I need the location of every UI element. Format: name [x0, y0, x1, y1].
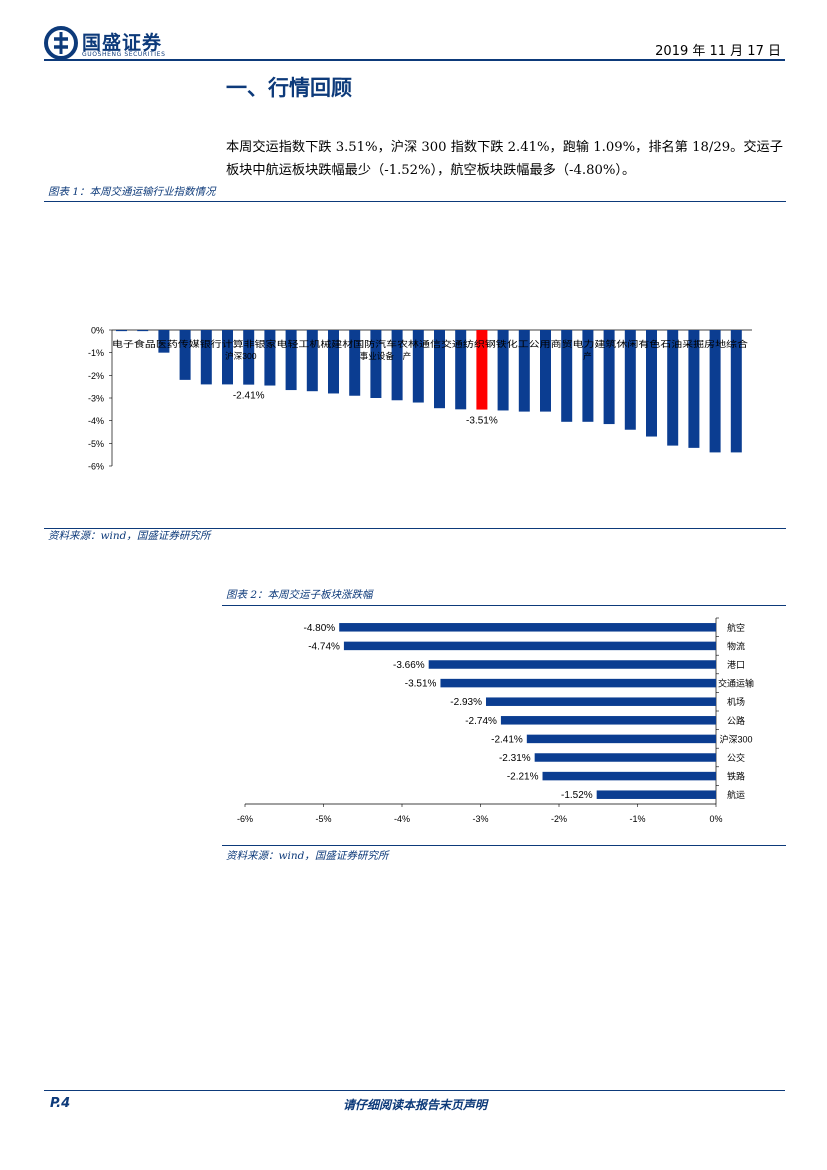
value-label: -2.74%	[465, 716, 497, 727]
bar-交通运输	[440, 678, 716, 688]
bar-有色金属	[646, 330, 657, 437]
section-title: 一、行情回顾	[226, 75, 352, 100]
value-label: -3.66%	[393, 660, 425, 671]
value-label: -2.31%	[499, 753, 531, 764]
bar-铁路	[542, 771, 716, 781]
figure2-title: 图表 2：本周交运子板块涨跌幅	[226, 589, 373, 601]
value-label: -4.74%	[308, 641, 340, 652]
bar-非银金融	[243, 330, 255, 385]
y-tick-label: -6%	[88, 462, 104, 472]
value-label: -2.41%	[491, 734, 523, 745]
x-tick-label: -6%	[237, 814, 253, 824]
bar-石油石化	[667, 330, 679, 446]
figure2-chart: -4.80% -4.74% -3.66% -3.51% -2.93% -2.74% -2.4…	[237, 617, 754, 824]
y-tick-label: -4%	[88, 416, 104, 426]
bar-沪深300	[526, 734, 716, 744]
value-label: -2.93%	[450, 697, 482, 708]
bar-休闲服务	[624, 330, 636, 430]
annotation-label: -2.41%	[233, 391, 265, 402]
x-tick-label: -2%	[551, 814, 567, 824]
figure1-top-rule	[44, 201, 786, 202]
category-label: 沪深300	[719, 733, 752, 744]
bar-公用事业	[540, 330, 551, 412]
x-tick-label: -3%	[472, 814, 488, 824]
x-tick-label: 0%	[709, 814, 722, 824]
bar-公路	[500, 716, 716, 725]
category-label: 航运	[727, 789, 745, 800]
bar-公交	[534, 753, 716, 762]
bar-港口	[428, 660, 716, 669]
footer-divider	[44, 1090, 785, 1091]
bar-农林牧渔	[412, 330, 424, 403]
bar-通信	[434, 330, 445, 409]
bar-银行	[200, 330, 212, 385]
bar-机场	[485, 697, 716, 706]
x-tick-label: -4%	[394, 814, 410, 824]
bar-航空	[339, 623, 716, 632]
bar-综合	[730, 330, 742, 453]
y-tick-label: -5%	[88, 439, 104, 449]
y-tick-label: -3%	[88, 394, 104, 404]
category-label: 航空	[727, 622, 745, 633]
summary-paragraph: 本周交运指数下跌 3.51%，沪深 300 指数下跌 2.41%，跑输 1.09…	[226, 140, 783, 178]
x-tick-label: -5%	[315, 814, 331, 824]
logo-icon	[44, 26, 78, 60]
report-date: 2019 年 11 月 17 日	[655, 44, 781, 59]
bar-物流	[343, 641, 716, 651]
figure1-bottom-rule	[44, 528, 786, 529]
bar-传媒	[179, 330, 191, 380]
bar-房地产	[709, 330, 721, 453]
category-label: 交通运输	[718, 678, 754, 689]
page-number: P.4	[50, 1096, 71, 1111]
bar-纺织服装	[476, 330, 488, 410]
bar-钢铁	[497, 330, 509, 411]
bar-家电	[285, 330, 297, 391]
company-logo: 国盛证券 GUOSHENG SECURITIES	[44, 26, 184, 62]
category-label: 公交	[727, 752, 745, 763]
bar-国防军工	[370, 330, 382, 398]
bar-建筑	[603, 330, 615, 425]
category-label: 港口	[727, 659, 745, 670]
y-tick-label: -2%	[88, 371, 104, 381]
bar-化工	[518, 330, 530, 412]
annotation-label: -3.51%	[466, 416, 498, 427]
value-label: -3.51%	[405, 679, 437, 690]
logo-subtitle: GUOSHENG SECURITIES	[82, 51, 166, 58]
bar-航运	[596, 790, 716, 799]
bar-采掘	[688, 330, 700, 448]
bar-建材	[349, 330, 361, 396]
value-label: -1.52%	[561, 790, 593, 801]
y-tick-label: 0%	[91, 326, 104, 336]
figure1-chart: 0% -1% -2% -3% -4% -5% -6% 电子食品医药传媒银行计算非银家电轻工机…	[88, 326, 752, 472]
y-tick-label: -1%	[88, 348, 104, 358]
figure2-top-rule	[222, 605, 786, 606]
bar-电力设备	[582, 330, 594, 422]
value-label: -2.21%	[507, 772, 539, 783]
bar-医药	[158, 330, 170, 353]
bar-交通运输*	[455, 330, 467, 410]
bar-汽车	[391, 330, 403, 401]
category-label: 公路	[727, 715, 745, 726]
bar-轻工	[306, 330, 318, 392]
value-label: -4.80%	[304, 623, 336, 634]
logo-name: 国盛证券	[82, 32, 163, 54]
category-label: 铁路	[727, 771, 745, 782]
figure2-bottom-rule	[222, 845, 786, 846]
bar-机械	[328, 330, 339, 394]
bar-食品饮料	[137, 330, 149, 332]
figure2-source: 资料来源：wind，国盛证券研究所	[226, 850, 389, 862]
x-tick-label: -1%	[629, 814, 645, 824]
figure1-source: 资料来源：wind，国盛证券研究所	[48, 530, 211, 542]
header-divider	[44, 59, 785, 61]
bar-沪深300	[264, 330, 276, 386]
bar-计算机	[222, 330, 233, 385]
category-label: 物流	[727, 640, 745, 651]
bar-商贸零售	[561, 330, 573, 422]
x-category-labels-row2: 沪深300 事业设备 产 产	[225, 350, 592, 361]
figure1-title: 图表 1：本周交通运输行业指数情况	[48, 186, 216, 198]
category-label: 机场	[727, 696, 745, 707]
bar-电子	[116, 330, 127, 332]
x-category-labels: 电子食品医药传媒银行计算非银家电轻工机械建材国防汽车农林通信交通纺织钢铁化工公用…	[112, 338, 749, 349]
footer-disclaimer: 请仔细阅读本报告末页声明	[342, 1098, 487, 1112]
